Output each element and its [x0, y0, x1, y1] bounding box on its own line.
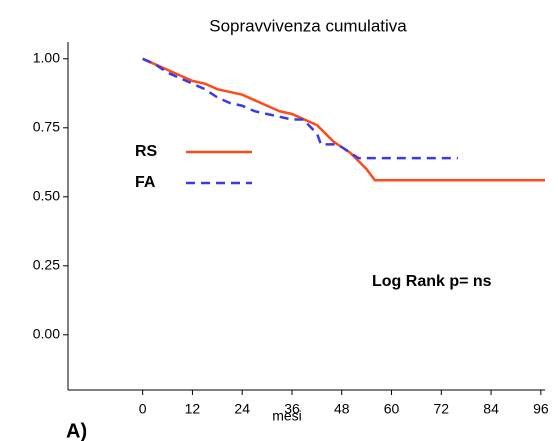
survival-curve [142, 57, 545, 182]
x-tick-label: 60 [384, 401, 400, 417]
x-tick-label: 72 [434, 401, 450, 417]
y-tick-label: 1.00 [33, 50, 60, 66]
panel-label: A) [66, 420, 87, 441]
x-tick-label: 96 [533, 401, 549, 417]
y-tick-label: 0.75 [33, 119, 60, 135]
legend-label: FA [135, 174, 156, 191]
x-tick-label: 36 [284, 401, 300, 417]
x-tick-label: 0 [139, 401, 147, 417]
x-tick-label: 12 [185, 401, 201, 417]
x-tick-label: 24 [234, 401, 250, 417]
x-tick-label: 48 [334, 401, 350, 417]
chart-title: Sopravvivenza cumulativa [209, 16, 407, 35]
legend-label: RS [135, 143, 158, 160]
x-axis-label: mesi [272, 408, 302, 424]
y-tick-label: 0.50 [33, 188, 60, 204]
y-tick-label: 0.00 [33, 326, 60, 342]
survival-curve [142, 57, 458, 160]
annotation: Log Rank p= ns [372, 273, 492, 290]
x-tick-label: 84 [483, 401, 499, 417]
y-tick-label: 0.25 [33, 257, 60, 273]
